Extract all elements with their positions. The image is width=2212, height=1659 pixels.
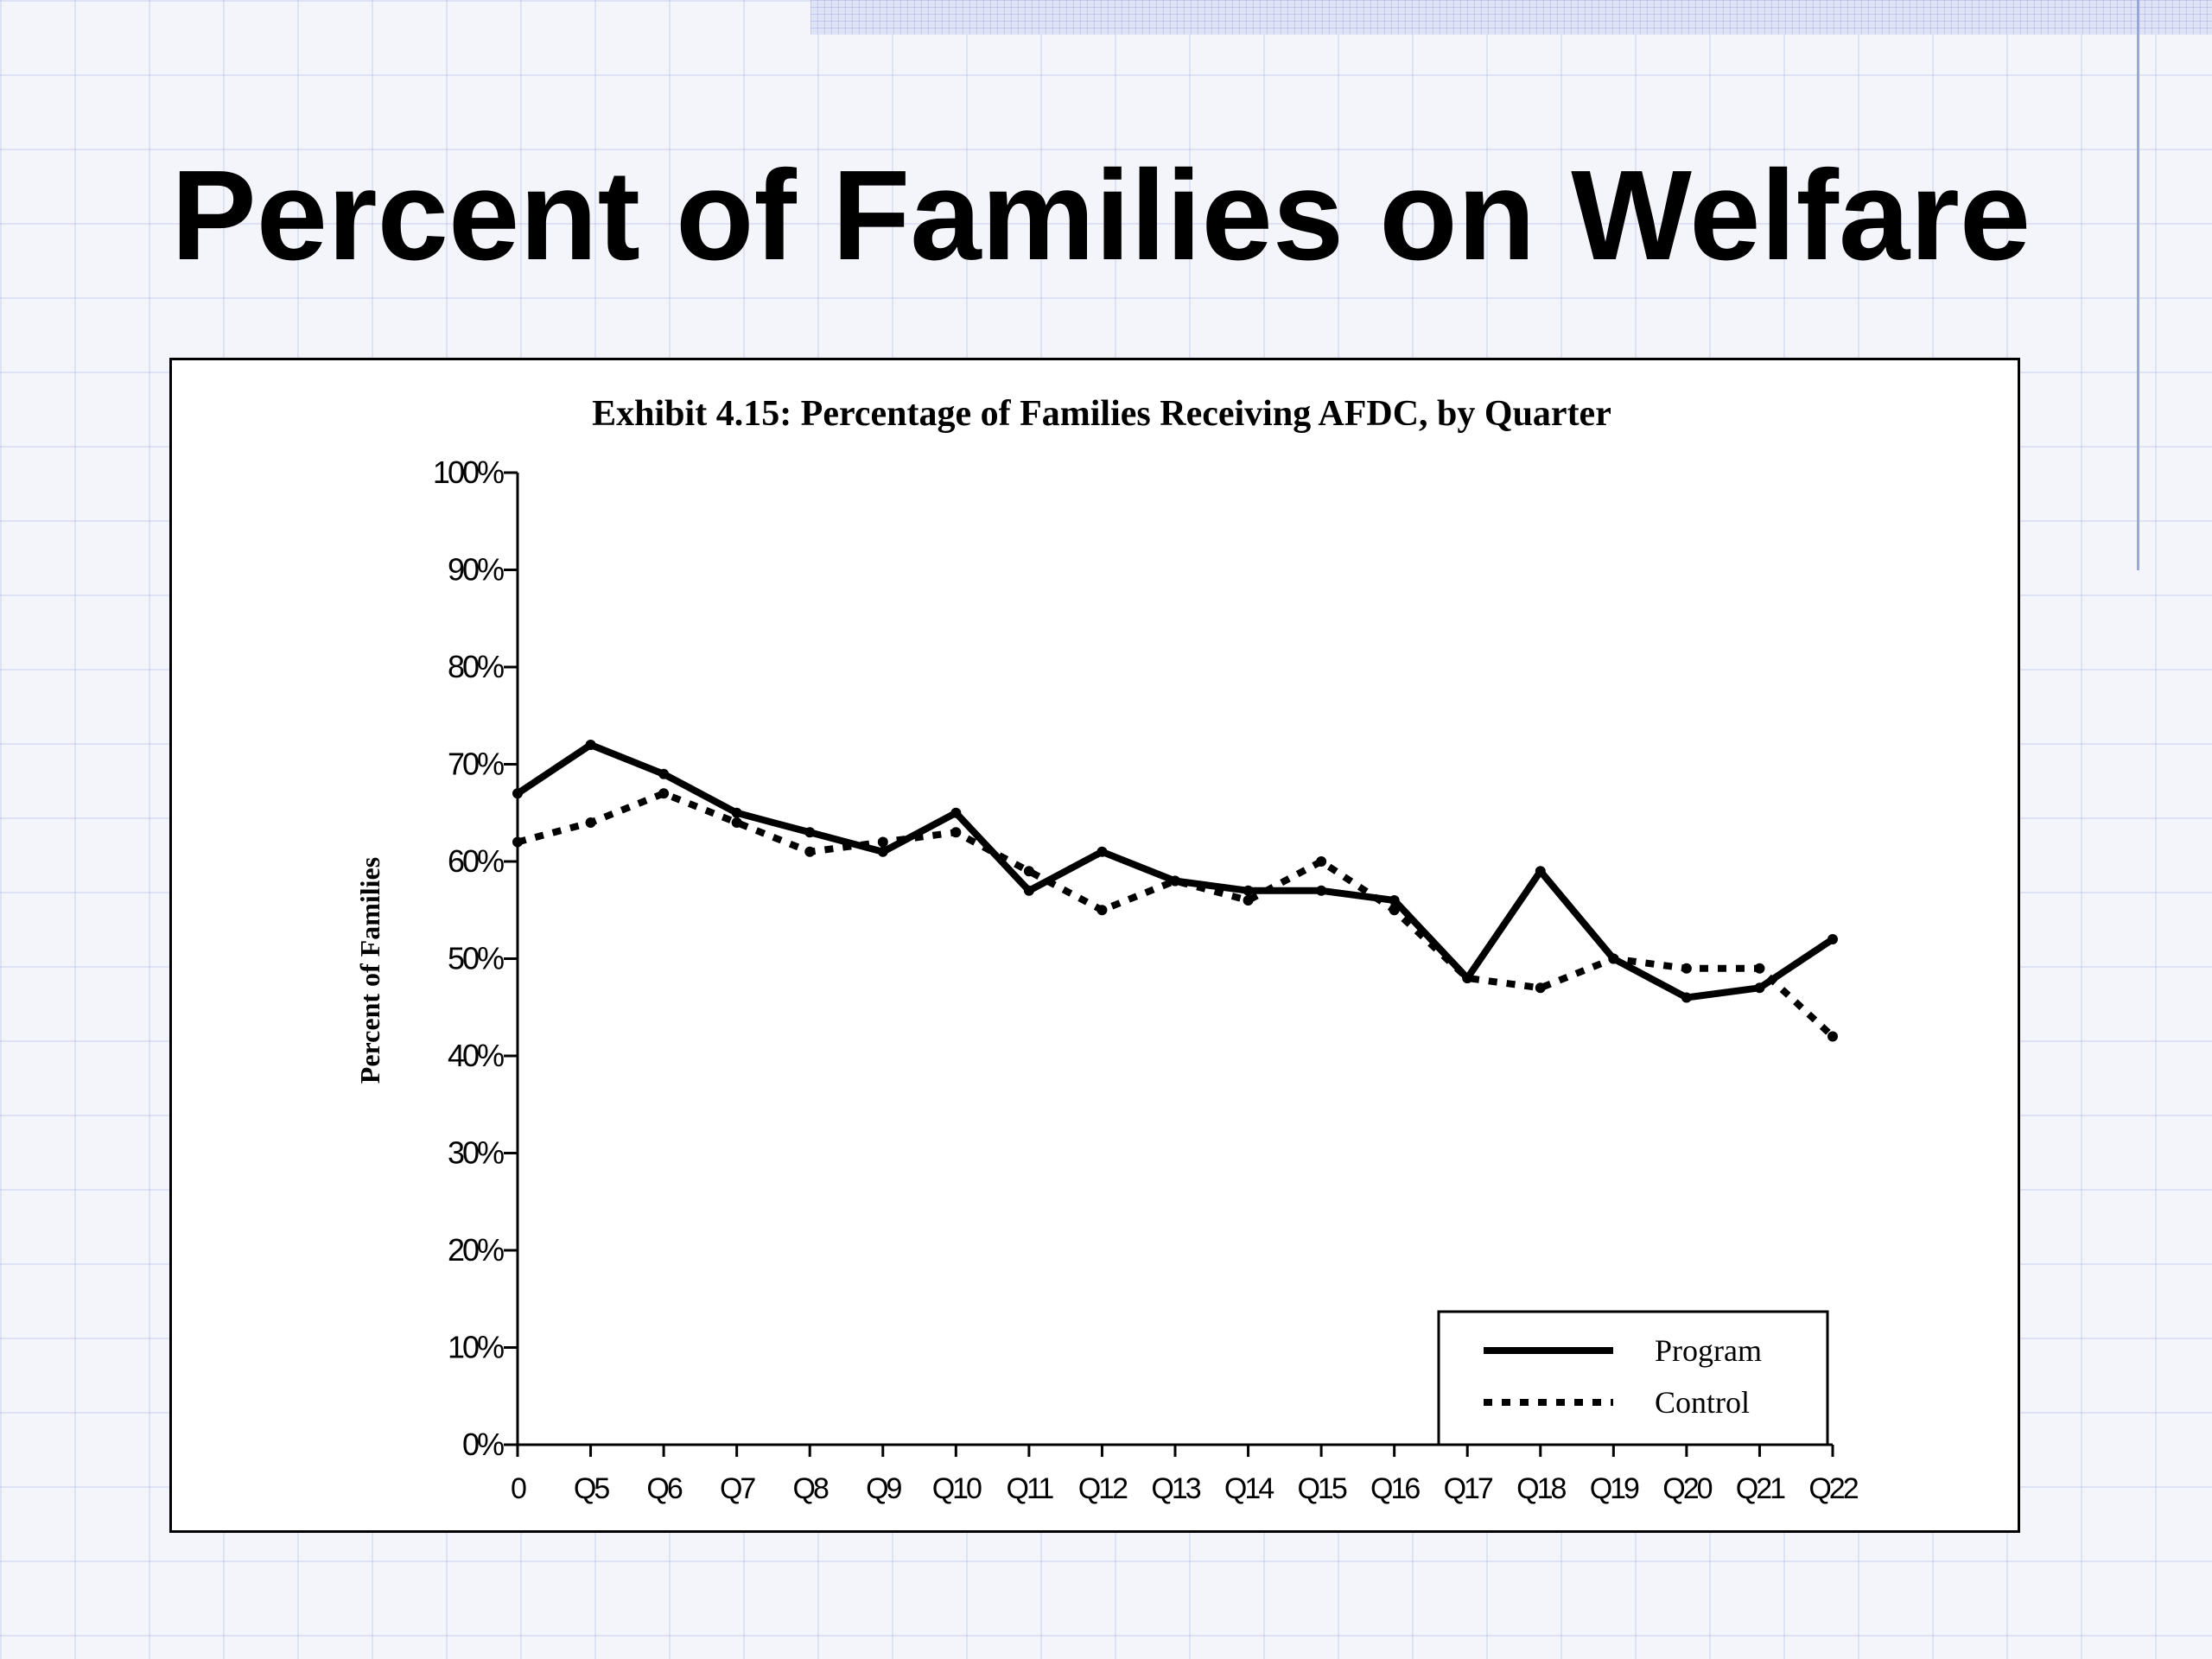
decorative-rule — [2137, 0, 2139, 570]
x-tick-label: Q21 — [1736, 1472, 1785, 1505]
data-point-program — [731, 807, 742, 818]
data-point-control — [731, 817, 742, 828]
x-axis-ticks: 0 Q5 Q6 Q7 Q8 Q9 Q10 Q11 Q12 Q13 Q14 Q15 Q16 Q17 Q18 Q1… — [511, 1445, 1861, 1505]
y-tick-label: 20% — [448, 1232, 504, 1268]
data-point-control — [877, 836, 888, 848]
legend-label-control: Control — [1655, 1385, 1750, 1420]
data-point-control — [1827, 1031, 1838, 1042]
data-point-control — [1243, 895, 1254, 906]
y-axis-ticks: 0% 10% 20% 30% 40% 50% 60% 70% 80% 90% 100% — [433, 454, 518, 1462]
x-tick-label: Q17 — [1444, 1472, 1493, 1505]
y-tick-label: 100% — [433, 454, 504, 490]
data-point-program — [585, 740, 596, 750]
x-tick-label: Q7 — [720, 1472, 755, 1505]
data-point-control — [1096, 905, 1108, 916]
slide-title: Percent of Families on Welfare — [171, 144, 2031, 287]
x-tick-label: Q15 — [1297, 1472, 1346, 1505]
x-tick-label: Q10 — [932, 1472, 982, 1505]
x-tick-label: Q18 — [1516, 1472, 1566, 1505]
chart-frame: Exhibit 4.15: Percentage of Families Rec… — [169, 358, 2020, 1533]
data-point-program — [1316, 885, 1327, 896]
x-tick-label: Q6 — [646, 1472, 682, 1505]
data-point-control — [512, 836, 523, 848]
x-tick-label: Q19 — [1590, 1472, 1639, 1505]
x-tick-label: 0 — [511, 1472, 526, 1505]
data-point-control — [1608, 953, 1619, 964]
x-tick-label: Q16 — [1370, 1472, 1420, 1505]
data-point-program — [1389, 895, 1400, 906]
y-tick-label: 90% — [448, 552, 504, 588]
data-point-program — [877, 846, 888, 857]
legend-label-program: Program — [1655, 1333, 1762, 1368]
data-point-control — [658, 788, 670, 799]
data-point-control — [585, 817, 596, 828]
legend-box — [1437, 1310, 1829, 1446]
x-tick-label: Q22 — [1808, 1472, 1858, 1505]
line-chart: Exhibit 4.15: Percentage of Families Rec… — [354, 394, 1861, 1505]
data-point-control — [1023, 866, 1034, 877]
x-tick-label: Q13 — [1151, 1472, 1200, 1505]
data-point-control — [1681, 963, 1692, 974]
y-tick-label: 50% — [448, 941, 504, 976]
y-tick-label: 40% — [448, 1038, 504, 1073]
x-tick-label: Q14 — [1224, 1472, 1274, 1505]
data-point-program — [1096, 846, 1108, 857]
x-tick-label: Q5 — [574, 1472, 609, 1505]
data-point-program — [1681, 992, 1692, 1003]
y-tick-label: 60% — [448, 843, 504, 879]
y-tick-label: 10% — [448, 1330, 504, 1365]
data-point-program — [804, 827, 816, 838]
y-tick-label: 30% — [448, 1135, 504, 1171]
data-point-program — [512, 788, 523, 799]
data-point-program — [1535, 866, 1546, 877]
header-band — [810, 0, 2212, 35]
series-layer — [512, 740, 1838, 1042]
x-tick-label: Q8 — [793, 1472, 829, 1505]
data-point-control — [804, 846, 816, 857]
y-tick-label: 0% — [462, 1427, 504, 1462]
data-point-program — [658, 768, 670, 779]
data-point-program — [1754, 982, 1765, 994]
data-point-program — [1827, 934, 1838, 944]
chart-title: Exhibit 4.15: Percentage of Families Rec… — [592, 394, 1611, 434]
y-tick-label: 70% — [448, 747, 504, 782]
data-point-program — [1243, 885, 1254, 896]
series-line-control — [516, 790, 1835, 1039]
data-point-program — [950, 807, 962, 818]
x-tick-label: Q11 — [1007, 1472, 1054, 1505]
x-tick-label: Q20 — [1662, 1472, 1712, 1505]
data-point-control — [950, 827, 962, 838]
x-tick-label: Q12 — [1078, 1472, 1128, 1505]
data-point-control — [1462, 973, 1473, 983]
data-point-control — [1535, 982, 1546, 994]
x-tick-label: Q9 — [866, 1472, 901, 1505]
data-point-control — [1170, 875, 1180, 887]
data-point-control — [1754, 963, 1765, 974]
data-point-control — [1316, 856, 1327, 867]
legend: Program Control — [1437, 1310, 1829, 1446]
y-axis-label: Percent of Families — [354, 857, 385, 1084]
data-point-program — [1023, 885, 1034, 896]
y-tick-label: 80% — [448, 649, 504, 684]
data-point-control — [1389, 905, 1400, 916]
